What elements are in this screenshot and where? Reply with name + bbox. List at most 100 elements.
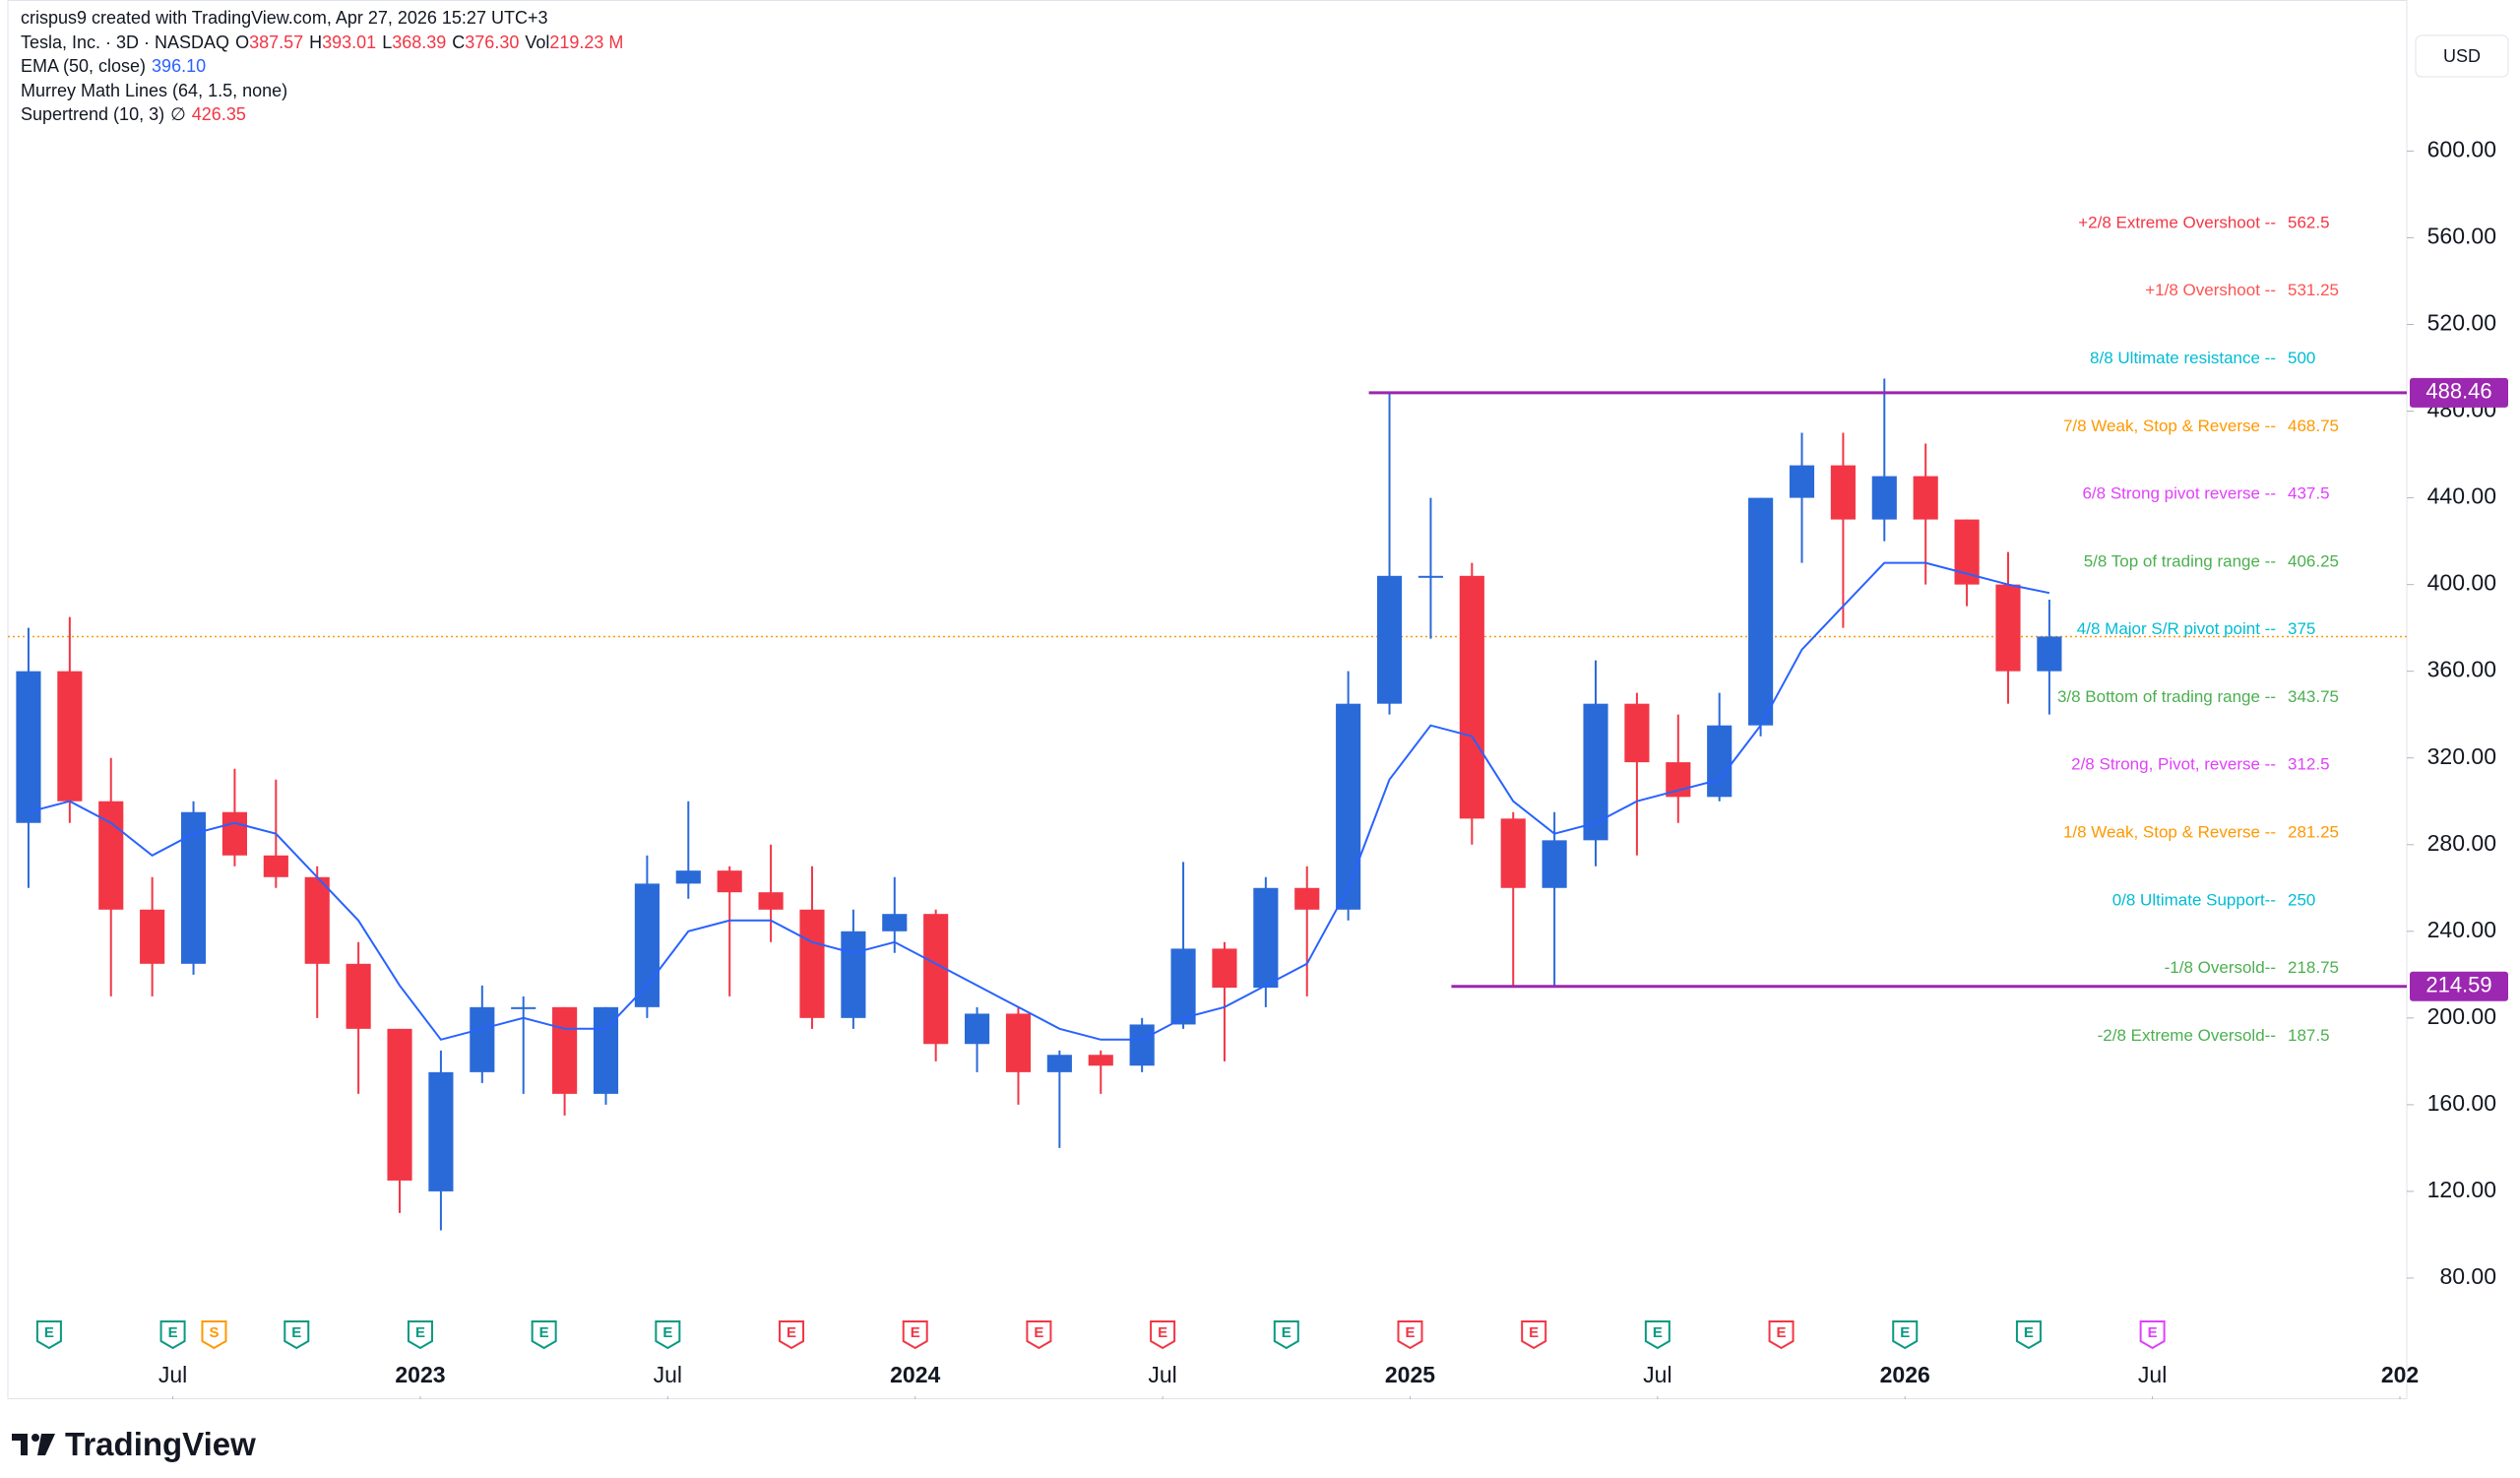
candle-body (1129, 1024, 1155, 1066)
event-icon (284, 1320, 310, 1350)
murrey-label: 4/8 Major S/R pivot point -- (2077, 619, 2276, 638)
event-icon (1892, 1320, 1919, 1350)
candle-body (57, 671, 83, 802)
candle-body (965, 1013, 990, 1045)
y-tick-label: 280.00 (2427, 830, 2496, 856)
event-icon (35, 1320, 62, 1350)
ohlc-value: 387.57 (249, 32, 304, 52)
event-letter: E (291, 1324, 301, 1341)
candle-body (882, 914, 908, 932)
legend: crispus9 created with TradingView.com, A… (21, 6, 629, 127)
x-tick-label: Jul (1148, 1362, 1176, 1387)
murrey-label: 3/8 Bottom of trading range -- (2057, 687, 2276, 706)
murrey-value: 531.25 (2288, 281, 2339, 299)
event-letter: E (2024, 1324, 2034, 1341)
indicator-name: Supertrend (10, 3) (21, 104, 165, 124)
event-icon (201, 1320, 227, 1350)
candle-body (1088, 1055, 1113, 1066)
y-tick-label: 320.00 (2427, 743, 2496, 769)
currency-box[interactable] (2415, 34, 2509, 78)
murrey-label: 1/8 Weak, Stop & Reverse -- (2063, 822, 2276, 841)
x-tick-label: 2024 (890, 1362, 940, 1387)
candle-body (1995, 584, 2021, 672)
event-icon (159, 1320, 186, 1350)
candle-body (1583, 703, 1608, 841)
event-letter: E (1282, 1324, 1292, 1341)
brand: TradingView (65, 1426, 256, 1462)
level-price-box (2410, 377, 2508, 408)
candle-body (1376, 575, 1403, 704)
candle-body (758, 892, 784, 910)
event-icon (779, 1320, 805, 1350)
candle-body (2037, 636, 2062, 672)
credit: crispus9 created with TradingView.com, A… (21, 8, 548, 28)
ohlc-key: C (452, 32, 466, 52)
ohlc-value: 393.01 (322, 32, 377, 52)
indicator-value: 426.35 (191, 104, 246, 124)
murrey-label: 0/8 Ultimate Support-- (2112, 890, 2276, 909)
candle-body (1542, 840, 1567, 888)
ohlc-item: C376.30 (452, 32, 519, 52)
event-letter: E (1158, 1324, 1167, 1341)
candle-body (1170, 948, 1196, 1025)
event-letter: E (787, 1324, 796, 1341)
candle-body (304, 876, 330, 964)
candle-body (1459, 575, 1484, 819)
event-letter: E (1653, 1324, 1663, 1341)
ohlc-item: H393.01 (309, 32, 376, 52)
murrey-label: 7/8 Weak, Stop & Reverse -- (2063, 417, 2276, 435)
candle-body (717, 870, 742, 893)
candle-body (16, 671, 41, 823)
candle-body (1913, 476, 1938, 520)
currency[interactable]: USD (2443, 46, 2481, 66)
candle-body (180, 811, 207, 964)
event-letter: E (1529, 1324, 1539, 1341)
y-tick-label: 440.00 (2427, 483, 2496, 509)
indicator-row: Murrey Math Lines (64, 1.5, none) (21, 79, 629, 103)
candle-body (387, 1028, 412, 1181)
candle-body (1336, 703, 1361, 910)
indicator-value: 396.10 (152, 56, 207, 76)
symbol-row: Tesla, Inc. · 3D · NASDAQ O387.57 H393.01 L… (21, 31, 629, 55)
candle-body (923, 914, 949, 1045)
murrey-label: 2/8 Strong, Pivot, reverse -- (2071, 755, 2276, 774)
candle-body (346, 963, 371, 1029)
murrey-label: -1/8 Oversold-- (2165, 958, 2276, 977)
candle-body (634, 883, 660, 1007)
event-letter: E (662, 1324, 672, 1341)
symbol-title: Tesla, Inc. · 3D · NASDAQ (21, 32, 230, 52)
murrey-value: 343.75 (2288, 687, 2339, 706)
candle-body (1954, 519, 1980, 585)
event-icon (1397, 1320, 1423, 1350)
murrey-value: 312.5 (2288, 755, 2330, 774)
x-tick-label: Jul (2138, 1362, 2167, 1387)
event-icon (2139, 1320, 2166, 1350)
level-price-label: 488.46 (2426, 379, 2491, 404)
candle-body (1748, 497, 1774, 726)
event-icon (1644, 1320, 1670, 1350)
murrey-label: +1/8 Overshoot -- (2145, 281, 2276, 299)
candle-body (593, 1006, 619, 1094)
candle-body (799, 909, 825, 1018)
indicator-rows: EMA (50, close) 396.10 Murrey Math Lines (… (21, 54, 629, 127)
candle-body (1624, 703, 1650, 763)
event-letter: E (168, 1324, 178, 1341)
logo (12, 1434, 55, 1455)
x-tick-label: Jul (654, 1362, 682, 1387)
event-icon (1521, 1320, 1547, 1350)
y-tick-label: 240.00 (2427, 917, 2496, 942)
event-letter: E (2148, 1324, 2158, 1341)
candle-body (675, 870, 701, 884)
candle-body (511, 1006, 536, 1009)
event-icon (2015, 1320, 2042, 1350)
event-icon (531, 1320, 557, 1350)
murrey-value: 375 (2288, 619, 2315, 638)
event-icon (1273, 1320, 1299, 1350)
ohlc-key: H (309, 32, 323, 52)
murrey-label: 6/8 Strong pivot reverse -- (2082, 484, 2276, 503)
candle-body (552, 1006, 578, 1094)
candle-body (428, 1071, 454, 1191)
ohlc-value: 376.30 (465, 32, 520, 52)
indicator-symbol: ∅ (170, 104, 186, 124)
